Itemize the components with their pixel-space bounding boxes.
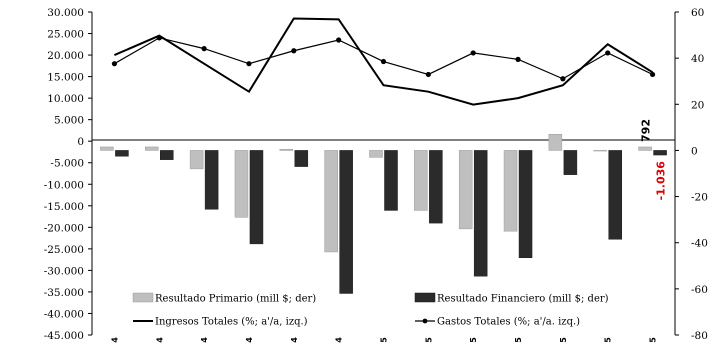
- bar-resultado-financiero: [115, 150, 129, 157]
- left-tick-label: 5.000: [54, 115, 84, 127]
- bar-resultado-financiero: [653, 150, 667, 156]
- bar-resultado-primario: [145, 146, 159, 151]
- left-tick-label: -10.000: [44, 179, 84, 191]
- bar-resultado-primario: [458, 150, 473, 230]
- point-gastos-totales: [649, 71, 656, 78]
- legend-swatch: [414, 292, 436, 303]
- category-label: 5: [559, 337, 568, 343]
- bar-resultado-primario: [369, 150, 383, 158]
- category-label: 4: [335, 337, 344, 343]
- point-gastos-totales: [380, 58, 387, 65]
- left-tick-label: -25.000: [44, 244, 84, 256]
- bar-resultado-financiero: [518, 150, 533, 258]
- line-ingresos-totales: [114, 17, 654, 106]
- bar-resultado-primario: [638, 146, 652, 151]
- bar-resultado-primario: [503, 150, 518, 232]
- point-gastos-totales: [425, 71, 431, 78]
- bar-resultado-financiero: [249, 150, 264, 245]
- point-gastos-totales: [291, 48, 297, 54]
- bar-resultado-financiero: [160, 150, 174, 160]
- category-label: 5: [469, 337, 478, 343]
- bar-resultado-primario: [279, 149, 294, 151]
- category-label: 5: [649, 337, 658, 343]
- bar-resultado-primario: [593, 150, 607, 152]
- bar-resultado-financiero: [204, 150, 219, 210]
- point-gastos-totales: [111, 61, 118, 67]
- right-tick-label: 20: [691, 99, 704, 111]
- category-label: 4: [245, 337, 254, 343]
- right-tick-label: 40: [691, 53, 704, 65]
- category-label: 5: [604, 337, 613, 343]
- point-gastos-totales: [560, 76, 566, 82]
- point-gastos-totales: [605, 50, 611, 56]
- legend-label: Ingresos Totales (%; a'/a, izq.): [155, 317, 308, 328]
- bar-resultado-financiero: [563, 150, 578, 175]
- right-tick-label: 60: [691, 7, 704, 19]
- plot-area: 792 -1.036: [91, 12, 676, 335]
- legend-marker: [422, 318, 428, 324]
- bar-resultado-primario: [100, 146, 114, 151]
- left-tick-label: -35.000: [44, 287, 84, 299]
- left-tick-label: -20.000: [44, 222, 84, 234]
- point-gastos-totales: [515, 56, 521, 62]
- bar-resultado-primario: [234, 150, 249, 218]
- point-gastos-totales: [470, 50, 476, 56]
- left-tick-label: 10.000: [47, 93, 84, 105]
- legend-swatch: [132, 292, 154, 303]
- right-tick-label: -80: [691, 330, 708, 342]
- category-label: 4: [200, 337, 209, 343]
- category-label: 5: [514, 337, 523, 343]
- left-tick-label: -45.000: [44, 330, 84, 342]
- left-tick-label: 0: [77, 136, 84, 148]
- bar-resultado-primario: [414, 150, 428, 211]
- left-tick-label: 20.000: [47, 50, 84, 62]
- legend-label: Resultado Primario (mill $; der): [155, 294, 316, 305]
- legend: Resultado Primario (mill $; der) Resultad…: [132, 292, 609, 328]
- left-tick-label: -15.000: [44, 201, 84, 213]
- category-label: 4: [155, 337, 164, 343]
- right-tick-label: -20: [691, 192, 708, 204]
- left-axis-ticks: 30.000 25.000 20.000 15.000 10.000 5.000 0 -5.0…: [44, 7, 92, 342]
- data-label-financiero: -1.036: [655, 161, 668, 201]
- point-gastos-totales: [246, 61, 252, 67]
- right-axis-ticks: 60 40 20 0 -20 -40 -60 -80: [675, 7, 708, 342]
- bar-resultado-primario: [324, 150, 338, 253]
- point-gastos-totales: [336, 37, 342, 43]
- left-tick-label: 25.000: [47, 29, 84, 41]
- bar-resultado-financiero: [339, 150, 353, 294]
- data-label-primario: 792: [640, 119, 653, 142]
- legend-label: Resultado Financiero (mill $; der): [437, 294, 609, 305]
- category-labels: 4 4 4 4 4 4 5 5 5 5 5 5 5: [110, 337, 657, 343]
- category-label: 4: [290, 337, 299, 343]
- left-tick-label: 30.000: [47, 7, 84, 19]
- left-tick-label: -5.000: [50, 158, 84, 170]
- legend-label: Gastos Totales (%; a'/a. izq.): [437, 317, 580, 328]
- category-label: 5: [380, 337, 389, 343]
- bar-resultado-financiero: [429, 150, 443, 224]
- left-tick-label: 15.000: [47, 72, 84, 84]
- bar-resultado-primario: [548, 134, 563, 151]
- bar-resultado-financiero: [294, 150, 309, 167]
- left-tick-label: -40.000: [44, 308, 84, 320]
- bar-resultado-financiero: [608, 150, 622, 240]
- category-label: 4: [110, 337, 119, 343]
- left-tick-label: -30.000: [44, 265, 84, 277]
- right-tick-label: 0: [691, 145, 698, 157]
- right-tick-label: -40: [691, 238, 708, 250]
- category-label: 5: [424, 337, 433, 343]
- bar-resultado-primario: [189, 150, 204, 170]
- right-tick-label: -60: [691, 284, 708, 296]
- bar-resultado-financiero: [384, 150, 398, 211]
- bar-resultado-financiero: [473, 150, 488, 277]
- point-gastos-totales: [201, 46, 207, 52]
- point-gastos-totales: [156, 35, 162, 41]
